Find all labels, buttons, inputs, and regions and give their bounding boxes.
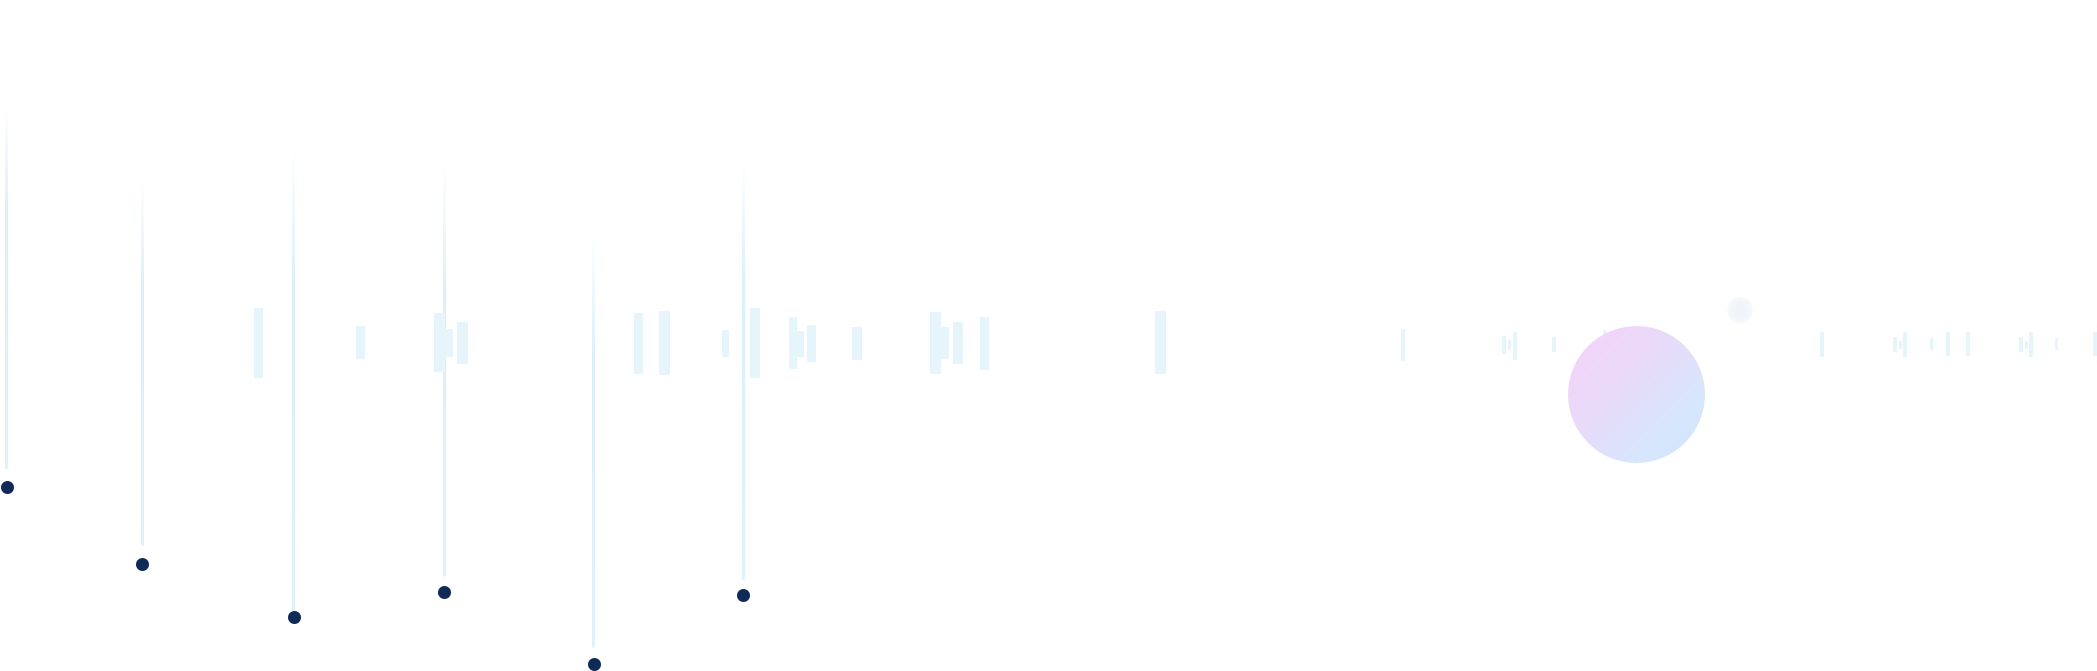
pin-dot bbox=[135, 557, 149, 571]
pin-dot bbox=[0, 480, 14, 494]
waveform-bar bbox=[2093, 332, 2097, 356]
pin-dot bbox=[287, 610, 301, 624]
halo bbox=[1727, 297, 1753, 323]
waveform-bar bbox=[659, 311, 670, 375]
pin-stem bbox=[292, 150, 295, 615]
waveform-bar bbox=[457, 322, 468, 364]
waveform-bar bbox=[1820, 332, 1824, 357]
waveform-bar bbox=[1899, 341, 1902, 349]
waveform-bar bbox=[1946, 332, 1950, 356]
waveform-bar bbox=[722, 330, 729, 357]
waveform-bar bbox=[807, 325, 816, 362]
pin-stem bbox=[141, 178, 144, 546]
waveform-bar bbox=[2055, 338, 2058, 350]
waveform-bar bbox=[1893, 337, 1897, 352]
waveform-bar bbox=[1903, 332, 1907, 357]
waveform-bar bbox=[1155, 311, 1166, 374]
pin-dot bbox=[736, 588, 750, 602]
waveform-bar bbox=[930, 312, 941, 374]
waveform-bar bbox=[1508, 340, 1511, 350]
waveform-bar bbox=[2025, 341, 2028, 349]
waveform-bar bbox=[1930, 338, 1933, 350]
waveform-bar bbox=[2019, 337, 2023, 352]
pin-stem bbox=[592, 233, 595, 648]
waveform-bar bbox=[445, 329, 453, 357]
waveform-bar bbox=[750, 308, 760, 378]
waveform-bar bbox=[1401, 329, 1405, 361]
waveform-bar bbox=[254, 308, 263, 378]
waveform-bar bbox=[980, 317, 989, 370]
pin-dot bbox=[437, 585, 451, 599]
pin-stem bbox=[5, 105, 8, 469]
pin-dot bbox=[587, 657, 601, 671]
waveform-bar bbox=[1513, 332, 1517, 360]
waveform-bar bbox=[434, 313, 445, 372]
waveform-bar bbox=[356, 326, 365, 359]
waveform-bar bbox=[941, 327, 949, 359]
waveform-bar bbox=[1502, 336, 1506, 354]
waveform-bar bbox=[634, 313, 643, 374]
waveform-bar bbox=[797, 331, 804, 357]
gradient-orb bbox=[1568, 326, 1705, 463]
waveform-bar bbox=[2029, 332, 2033, 357]
waveform-bar bbox=[953, 322, 963, 364]
waveform-bar bbox=[789, 317, 797, 369]
waveform-bar bbox=[1552, 337, 1556, 352]
waveform-bar bbox=[1966, 332, 1970, 356]
pin-stem bbox=[742, 160, 745, 580]
waveform-bar bbox=[852, 327, 862, 360]
